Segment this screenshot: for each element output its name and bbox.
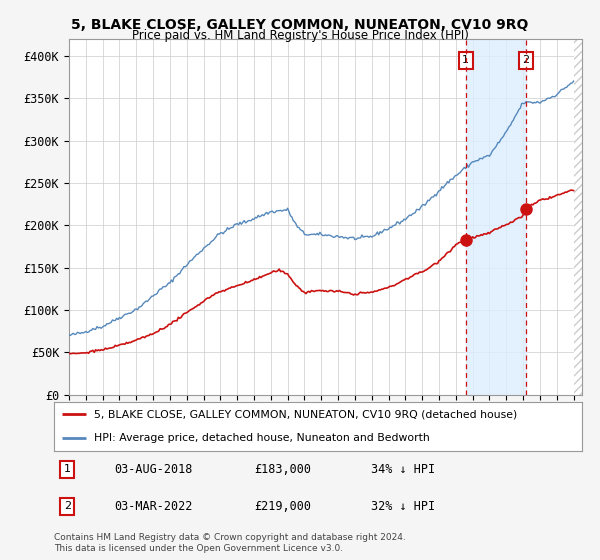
Text: 5, BLAKE CLOSE, GALLEY COMMON, NUNEATON, CV10 9RQ (detached house): 5, BLAKE CLOSE, GALLEY COMMON, NUNEATON,… [94, 409, 517, 419]
Text: Contains HM Land Registry data © Crown copyright and database right 2024.
This d: Contains HM Land Registry data © Crown c… [54, 533, 406, 553]
Bar [574, 39, 582, 395]
Text: 5, BLAKE CLOSE, GALLEY COMMON, NUNEATON, CV10 9RQ: 5, BLAKE CLOSE, GALLEY COMMON, NUNEATON,… [71, 18, 529, 32]
Text: 2: 2 [64, 501, 71, 511]
Text: 1: 1 [462, 55, 469, 66]
Text: 32% ↓ HPI: 32% ↓ HPI [371, 500, 435, 513]
Text: Price paid vs. HM Land Registry's House Price Index (HPI): Price paid vs. HM Land Registry's House … [131, 29, 469, 42]
Bar [466, 39, 526, 395]
Text: 03-AUG-2018: 03-AUG-2018 [115, 463, 193, 476]
Text: 34% ↓ HPI: 34% ↓ HPI [371, 463, 435, 476]
Text: 03-MAR-2022: 03-MAR-2022 [115, 500, 193, 513]
Text: £219,000: £219,000 [254, 500, 311, 513]
Bar [574, 39, 582, 395]
Text: 2: 2 [523, 55, 530, 66]
Text: 1: 1 [64, 464, 71, 474]
Text: HPI: Average price, detached house, Nuneaton and Bedworth: HPI: Average price, detached house, Nune… [94, 433, 430, 443]
Text: £183,000: £183,000 [254, 463, 311, 476]
